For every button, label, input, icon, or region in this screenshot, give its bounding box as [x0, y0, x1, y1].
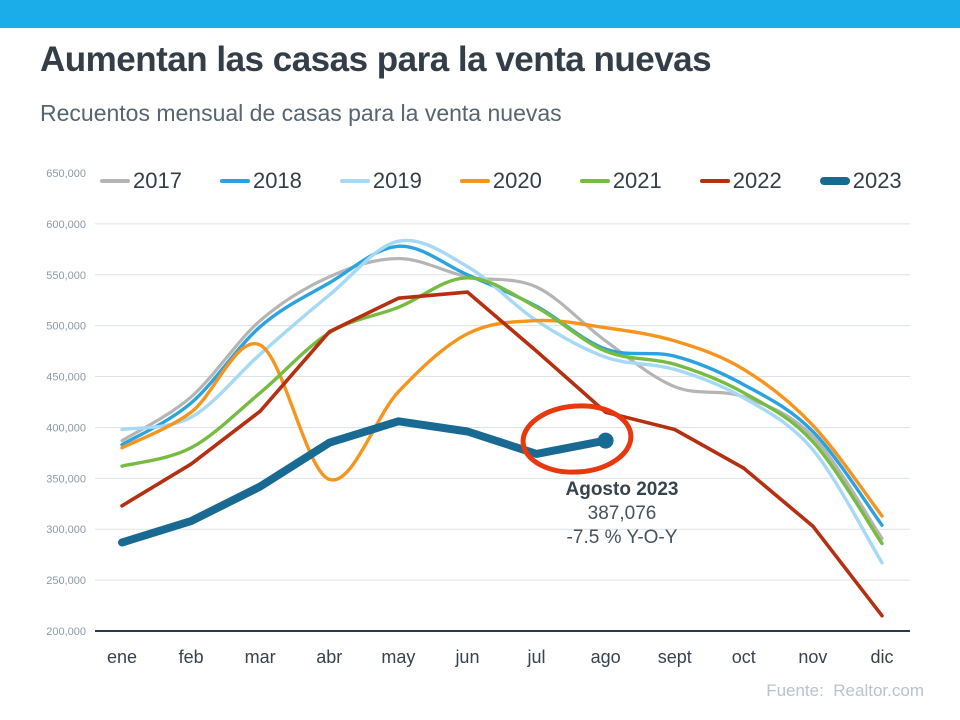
y-axis-tick-label: 300,000: [46, 524, 86, 536]
month-label-may: may: [381, 647, 415, 667]
legend-label-2021: 2021: [612, 168, 662, 193]
month-label-jul: jul: [527, 647, 546, 667]
annotation-yoy: -7.5 % Y-O-Y: [566, 527, 678, 548]
month-label-sept: sept: [658, 647, 692, 667]
legend-label-2022: 2022: [732, 168, 782, 193]
legend-swatch-2022: [699, 179, 730, 183]
annotation-title: Agosto 2023: [565, 479, 679, 500]
series-line-2022: [120, 290, 884, 618]
legend-item-2019: 2019: [339, 168, 422, 194]
legend-swatch-2021: [579, 179, 610, 183]
month-label-dic: dic: [870, 647, 893, 667]
series-line-2020: [120, 318, 884, 518]
legend-item-2022: 2022: [699, 168, 782, 194]
y-axis-tick-label: 250,000: [46, 575, 86, 587]
y-axis-tick-label: 400,000: [46, 422, 86, 434]
source-credit: Fuente: Realtor.com: [766, 681, 924, 700]
legend-swatch-2017: [100, 179, 130, 183]
annotation-value: 387,076: [587, 503, 657, 524]
month-label-ago: ago: [591, 647, 621, 667]
y-axis-tick-label: 650,000: [46, 168, 86, 180]
y-axis-tick-label: 600,000: [46, 219, 86, 231]
legend-label-2020: 2020: [492, 168, 542, 193]
highlight-ellipse: [520, 403, 634, 475]
legend-label-2023: 2023: [852, 168, 902, 193]
month-label-jun: jun: [454, 647, 479, 667]
y-axis-tick-label: 200,000: [46, 626, 86, 638]
legend-item-2017: 2017: [100, 168, 182, 194]
legend-label-2018: 2018: [252, 168, 302, 193]
series-line-2021: [120, 276, 884, 546]
top-accent-bar: [0, 0, 960, 28]
legend-swatch-2023: [819, 177, 850, 185]
y-axis-tick-label: 500,000: [46, 321, 86, 333]
month-label-nov: nov: [798, 647, 827, 667]
legend-item-2020: 2020: [459, 168, 542, 194]
month-label-abr: abr: [316, 647, 342, 667]
y-axis-tick-label: 350,000: [46, 473, 86, 485]
series-line-2019: [120, 238, 884, 565]
page-subtitle: Recuentos mensual de casas para la venta…: [40, 100, 562, 126]
legend-item-2018: 2018: [219, 168, 302, 194]
legend-label-2019: 2019: [372, 168, 422, 193]
y-axis-tick-label: 550,000: [46, 270, 86, 282]
legend-swatch-2018: [219, 179, 250, 183]
month-label-oct: oct: [732, 647, 756, 667]
legend-item-2021: 2021: [579, 168, 662, 194]
page-title: Aumentan las casas para la venta nuevas: [40, 40, 712, 79]
endpoint-dot-2023: [597, 432, 614, 449]
legend-item-2023: 2023: [819, 168, 902, 194]
legend-swatch-2019: [339, 179, 370, 183]
chart-legend: 2017 2018 2019 2020 2021 2022 2023: [100, 168, 902, 194]
chart-annotation: Agosto 2023 387,076 -7.5 % Y-O-Y: [532, 478, 712, 550]
month-label-feb: feb: [179, 647, 204, 667]
legend-swatch-2020: [459, 179, 490, 183]
y-axis-tick-label: 450,000: [46, 372, 86, 384]
month-label-mar: mar: [245, 647, 276, 667]
legend-label-2017: 2017: [133, 168, 182, 193]
month-label-ene: ene: [107, 647, 137, 667]
